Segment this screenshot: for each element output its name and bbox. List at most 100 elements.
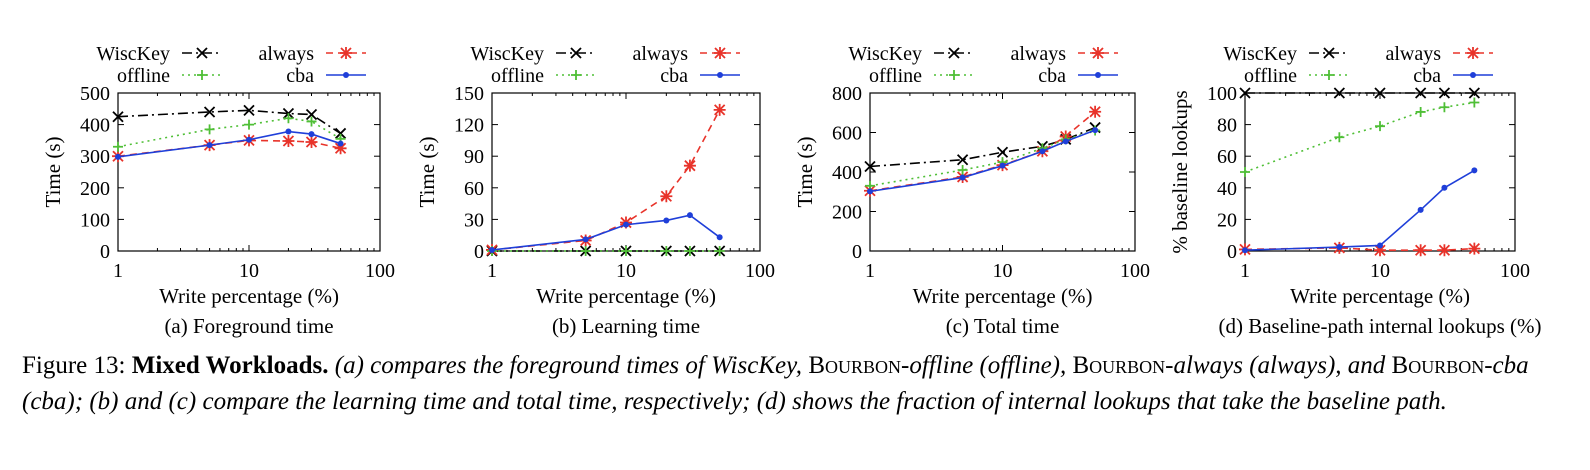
chart-subtitle: (b) Learning time xyxy=(552,314,700,338)
data-point xyxy=(337,140,344,147)
data-point xyxy=(1415,87,1427,99)
y-tick-label: 500 xyxy=(80,83,110,105)
x-axis-label: Write percentage (%) xyxy=(536,284,716,308)
legend-marker xyxy=(571,70,581,80)
series-offline xyxy=(113,113,346,152)
y-tick-label: 100 xyxy=(80,209,110,231)
data-point xyxy=(1441,184,1448,191)
series-always xyxy=(486,103,726,256)
legend-entry-cba: cba xyxy=(1413,65,1493,87)
legend-marker xyxy=(570,47,582,59)
y-tick-label: 800 xyxy=(832,83,862,105)
data-point xyxy=(306,116,317,127)
chart-b: 0 30 60 90 120 150 1 10 100 Write percentage (%) T… xyxy=(415,43,775,338)
data-point xyxy=(580,246,591,256)
legend-marker xyxy=(196,47,208,59)
caption-text: -offline (offline), xyxy=(901,352,1073,379)
y-tick-label: 400 xyxy=(832,162,862,184)
data-point xyxy=(204,124,215,135)
legend-entry-offline: offline xyxy=(491,65,596,87)
legend-label: cba xyxy=(1413,65,1441,87)
y-tick-label: 100 xyxy=(1207,83,1237,105)
data-point xyxy=(996,146,1009,158)
data-point xyxy=(684,246,695,256)
legend-entry-WiscKey: WiscKey xyxy=(848,43,974,65)
series-line xyxy=(869,126,1096,168)
legend-marker xyxy=(197,70,207,80)
legend-label: always xyxy=(1010,43,1066,65)
y-tick-label: 300 xyxy=(80,146,110,168)
legend-marker xyxy=(1470,72,1476,78)
series-line xyxy=(869,129,1096,193)
legend-marker xyxy=(1092,47,1104,59)
series-cba xyxy=(115,128,344,160)
plot-frame xyxy=(117,92,381,252)
series-always xyxy=(864,105,1102,197)
data-point xyxy=(1377,242,1383,249)
data-point xyxy=(959,174,966,181)
data-point xyxy=(713,103,726,116)
data-point xyxy=(663,217,670,224)
data-point xyxy=(1468,87,1480,99)
legend-label: WiscKey xyxy=(96,43,170,65)
series-line xyxy=(1244,169,1475,252)
y-tick-label: 400 xyxy=(80,115,110,137)
series-cba xyxy=(867,127,1099,195)
legend-marker xyxy=(1323,47,1335,59)
legend-entry-cba: cba xyxy=(1038,65,1118,87)
legend-marker xyxy=(714,47,726,59)
data-point xyxy=(305,135,318,148)
caption-system-name: Bourbon xyxy=(1391,352,1485,379)
x-tick-label: 1 xyxy=(113,260,123,282)
y-tick-label: 600 xyxy=(832,123,862,145)
data-point xyxy=(1471,167,1478,174)
chart-subtitle: (a) Foreground time xyxy=(164,314,333,338)
chart-d: 0 20 40 60 80 100 1 10 100 Write percentage (%) % … xyxy=(1168,43,1542,338)
data-point xyxy=(1240,167,1250,177)
series-WiscKey xyxy=(864,121,1101,173)
data-point xyxy=(244,119,254,130)
data-point xyxy=(334,127,347,140)
legend-label: offline xyxy=(491,65,544,87)
series-line xyxy=(491,214,721,251)
y-axis-label: Time (s) xyxy=(793,137,817,208)
data-point xyxy=(1333,87,1345,99)
y-tick-label: 60 xyxy=(464,178,484,200)
legend: WiscKey always offline cba xyxy=(1223,43,1493,87)
data-point xyxy=(334,142,347,155)
data-point xyxy=(956,154,969,166)
legend-label: WiscKey xyxy=(848,43,922,65)
data-point xyxy=(867,188,873,195)
chart-subtitle: (d) Baseline-path internal lookups (%) xyxy=(1218,314,1541,338)
x-tick-label: 100 xyxy=(745,260,775,282)
data-point xyxy=(686,212,693,219)
legend-entry-offline: offline xyxy=(869,65,974,87)
data-point xyxy=(489,246,495,253)
series-line xyxy=(1244,101,1475,173)
legend-entry-always: always xyxy=(632,43,740,65)
data-point xyxy=(1374,87,1386,99)
y-tick-label: 0 xyxy=(1227,241,1237,263)
chart-a: 0 100 200 300 400 500 1 10 100 Write percentage (… xyxy=(41,43,395,338)
legend-label: always xyxy=(1385,43,1441,65)
caption-lead: Figure 13: xyxy=(22,352,126,379)
x-tick-label: 10 xyxy=(239,260,259,282)
data-point xyxy=(1468,242,1481,255)
x-tick-label: 1 xyxy=(865,260,875,282)
data-point xyxy=(864,160,876,173)
y-tick-label: 0 xyxy=(852,241,862,263)
x-tick-label: 10 xyxy=(993,260,1013,282)
data-point xyxy=(1242,247,1248,254)
data-point xyxy=(112,111,124,123)
data-point xyxy=(283,113,294,124)
data-point xyxy=(1239,87,1251,99)
data-point xyxy=(621,246,631,256)
legend-marker xyxy=(1467,47,1479,59)
legend-marker xyxy=(948,47,960,59)
legend-label: offline xyxy=(117,65,170,87)
data-point xyxy=(1439,102,1450,113)
legend-entry-offline: offline xyxy=(1244,65,1349,87)
legend-label: cba xyxy=(1038,65,1066,87)
caption-body: (a) compares the foreground times of Wis… xyxy=(22,352,1529,415)
